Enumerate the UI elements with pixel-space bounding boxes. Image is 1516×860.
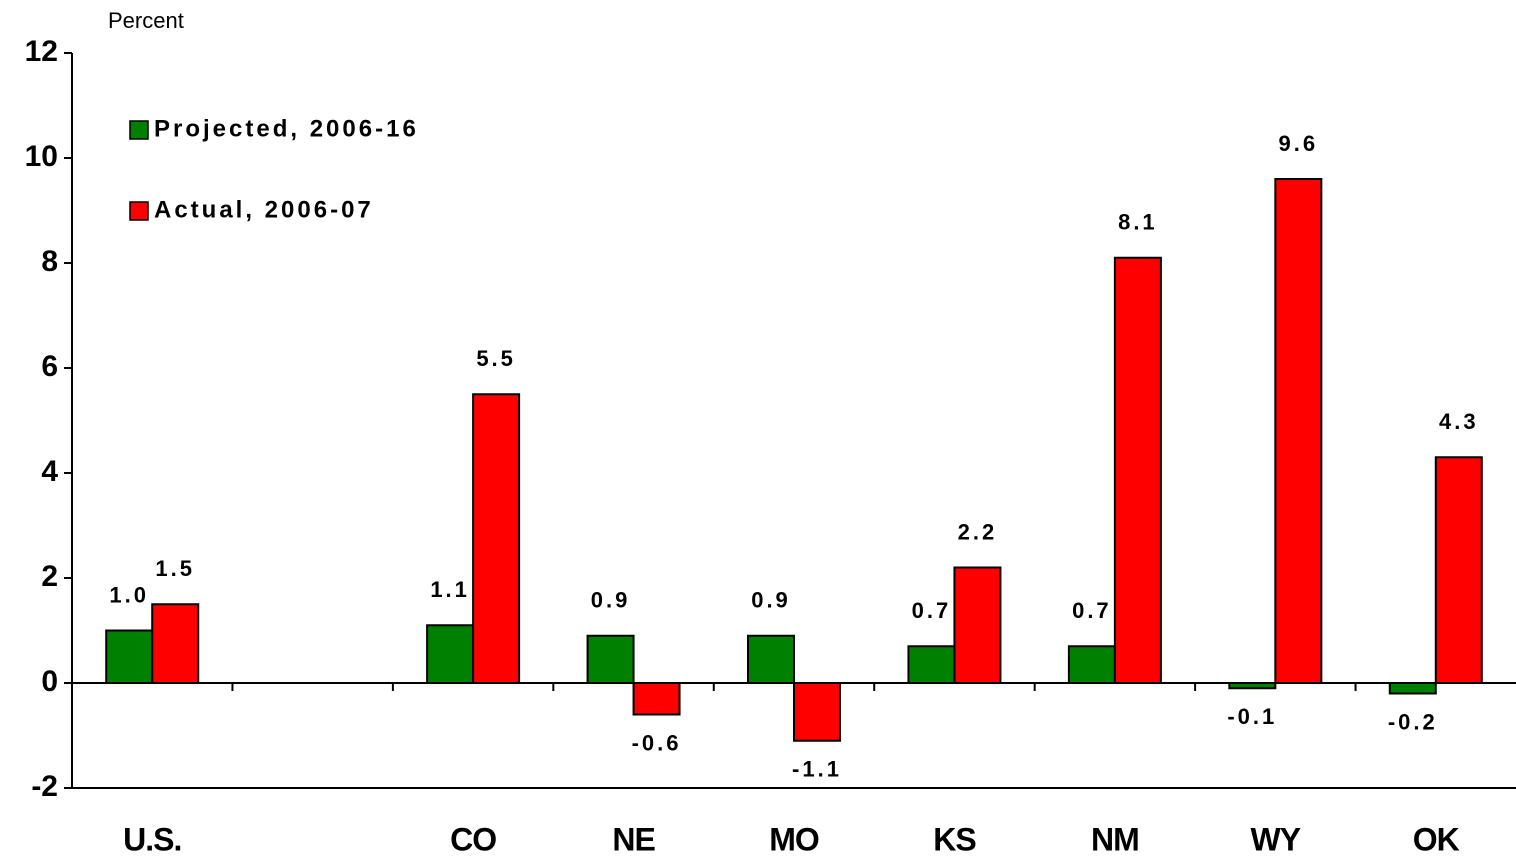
value-label: -0.2	[1388, 709, 1438, 734]
value-label: 9.6	[1279, 131, 1319, 156]
x-tick-label: NM	[1091, 821, 1139, 857]
bar	[426, 624, 475, 684]
x-tick-label: KS	[933, 821, 976, 857]
x-tick-label: OK	[1413, 821, 1460, 857]
x-tick-label: U.S.	[123, 821, 181, 857]
y-axis-label: Percent	[108, 8, 184, 33]
bar	[472, 393, 521, 684]
legend-swatch	[129, 201, 149, 221]
legend-label: Projected, 2006-16	[154, 115, 419, 142]
bar	[1113, 256, 1162, 684]
y-tick-label: 2	[41, 560, 58, 593]
bar	[632, 682, 681, 716]
bar	[907, 645, 956, 684]
bar	[1067, 645, 1116, 684]
legend-swatch	[129, 120, 149, 140]
bar	[1228, 682, 1277, 690]
x-tick-label: WY	[1251, 821, 1301, 857]
y-tick-label: 6	[41, 350, 58, 383]
value-label: 0.9	[591, 588, 631, 613]
bar	[953, 566, 1002, 684]
y-tick-label: 10	[25, 140, 58, 173]
bar	[151, 603, 200, 684]
x-tick-label: CO	[450, 821, 496, 857]
y-tick-label: 0	[41, 665, 58, 698]
x-tick-label: MO	[769, 821, 819, 857]
value-label: 2.2	[958, 519, 998, 544]
value-label: -1.1	[792, 757, 842, 782]
value-label: 1.1	[430, 577, 470, 602]
value-label: 0.7	[1072, 598, 1112, 623]
value-label: 5.5	[476, 346, 516, 371]
value-label: 0.9	[751, 588, 791, 613]
bar	[1434, 456, 1483, 684]
legend-label: Actual, 2006-07	[154, 196, 374, 223]
value-label: 1.5	[155, 556, 195, 581]
value-label: 4.3	[1439, 409, 1479, 434]
bar	[747, 634, 795, 684]
value-label: 1.0	[109, 582, 149, 607]
y-tick-label: -2	[31, 770, 58, 803]
value-label: 8.1	[1118, 210, 1158, 235]
bar	[586, 634, 635, 684]
x-tick-label: NE	[612, 821, 655, 857]
value-label: -0.1	[1227, 704, 1277, 729]
bar	[105, 629, 154, 684]
bar	[1274, 178, 1323, 684]
y-tick-label: 8	[41, 245, 58, 278]
value-label: -0.6	[632, 730, 682, 755]
bar	[1388, 682, 1437, 695]
y-tick-label: 12	[25, 35, 58, 68]
y-tick-label: 4	[41, 455, 58, 488]
value-label: 0.7	[912, 598, 952, 623]
bar	[793, 682, 841, 742]
